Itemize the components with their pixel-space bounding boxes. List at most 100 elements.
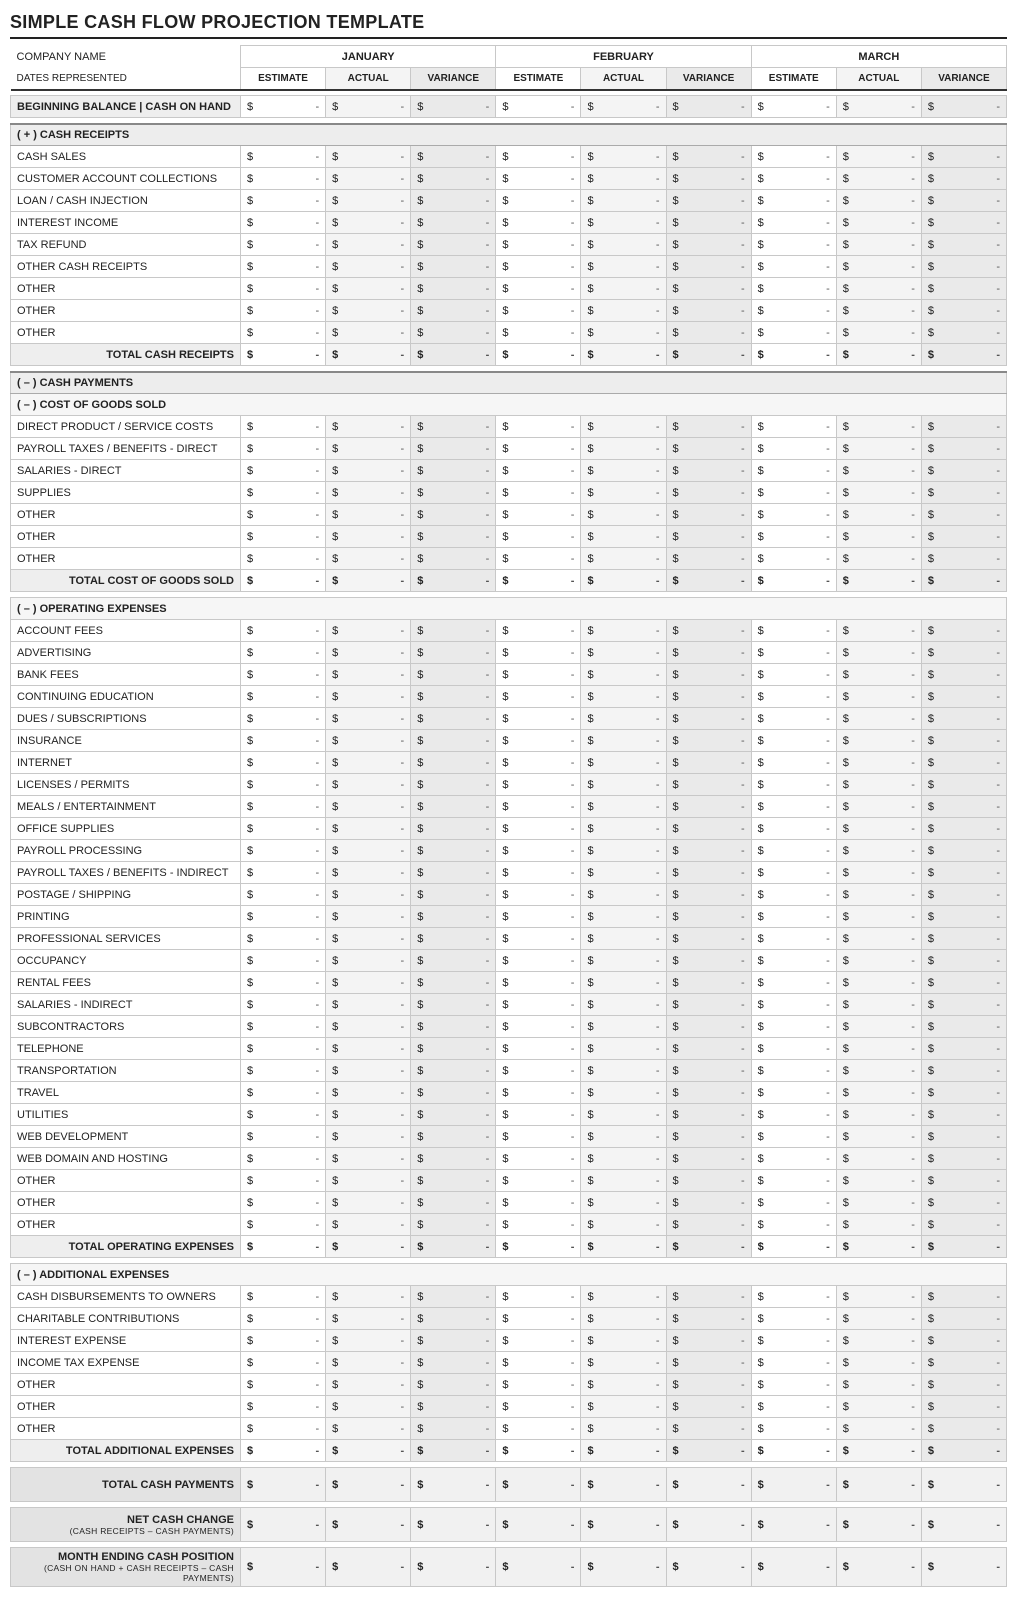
- cell[interactable]: $-: [241, 212, 326, 234]
- cell[interactable]: $-: [326, 1468, 411, 1502]
- cell[interactable]: $-: [666, 438, 751, 460]
- cell[interactable]: $-: [581, 96, 666, 118]
- cell[interactable]: $-: [581, 1440, 666, 1462]
- cell[interactable]: $-: [836, 460, 921, 482]
- cell[interactable]: $-: [411, 1082, 496, 1104]
- cell[interactable]: $-: [921, 796, 1006, 818]
- cell[interactable]: $-: [411, 928, 496, 950]
- cell[interactable]: $-: [496, 1548, 581, 1587]
- cell[interactable]: $-: [241, 504, 326, 526]
- cell[interactable]: $-: [496, 234, 581, 256]
- cell[interactable]: $-: [241, 1508, 326, 1542]
- cell[interactable]: $-: [496, 840, 581, 862]
- cell[interactable]: $-: [241, 840, 326, 862]
- cell[interactable]: $-: [241, 906, 326, 928]
- cell[interactable]: $-: [666, 1396, 751, 1418]
- cell[interactable]: $-: [326, 548, 411, 570]
- cell[interactable]: $-: [496, 928, 581, 950]
- cell[interactable]: $-: [496, 686, 581, 708]
- cell[interactable]: $-: [326, 686, 411, 708]
- cell[interactable]: $-: [836, 906, 921, 928]
- cell[interactable]: $-: [666, 504, 751, 526]
- cell[interactable]: $-: [241, 1418, 326, 1440]
- cell[interactable]: $-: [241, 1286, 326, 1308]
- cell[interactable]: $-: [751, 730, 836, 752]
- cell[interactable]: $-: [496, 526, 581, 548]
- cell[interactable]: $-: [751, 1060, 836, 1082]
- cell[interactable]: $-: [241, 344, 326, 366]
- cell[interactable]: $-: [326, 190, 411, 212]
- cell[interactable]: $-: [241, 300, 326, 322]
- cell[interactable]: $-: [921, 862, 1006, 884]
- cell[interactable]: $-: [411, 752, 496, 774]
- cell[interactable]: $-: [921, 278, 1006, 300]
- cell[interactable]: $-: [241, 146, 326, 168]
- cell[interactable]: $-: [326, 146, 411, 168]
- cell[interactable]: $-: [241, 548, 326, 570]
- cell[interactable]: $-: [836, 548, 921, 570]
- cell[interactable]: $-: [666, 1060, 751, 1082]
- cell[interactable]: $-: [326, 774, 411, 796]
- cell[interactable]: $-: [581, 1374, 666, 1396]
- cell[interactable]: $-: [496, 212, 581, 234]
- cell[interactable]: $-: [921, 212, 1006, 234]
- cell[interactable]: $-: [921, 1468, 1006, 1502]
- cell[interactable]: $-: [326, 1374, 411, 1396]
- cell[interactable]: $-: [241, 774, 326, 796]
- cell[interactable]: $-: [241, 1126, 326, 1148]
- cell[interactable]: $-: [921, 416, 1006, 438]
- cell[interactable]: $-: [921, 322, 1006, 344]
- cell[interactable]: $-: [411, 526, 496, 548]
- cell[interactable]: $-: [411, 322, 496, 344]
- cell[interactable]: $-: [666, 1170, 751, 1192]
- cell[interactable]: $-: [921, 1016, 1006, 1038]
- cell[interactable]: $-: [241, 1396, 326, 1418]
- cell[interactable]: $-: [496, 322, 581, 344]
- cell[interactable]: $-: [411, 416, 496, 438]
- cell[interactable]: $-: [241, 862, 326, 884]
- cell[interactable]: $-: [581, 190, 666, 212]
- cell[interactable]: $-: [751, 212, 836, 234]
- cell[interactable]: $-: [751, 168, 836, 190]
- cell[interactable]: $-: [921, 774, 1006, 796]
- cell[interactable]: $-: [241, 1548, 326, 1587]
- cell[interactable]: $-: [496, 96, 581, 118]
- cell[interactable]: $-: [581, 620, 666, 642]
- cell[interactable]: $-: [666, 1236, 751, 1258]
- cell[interactable]: $-: [496, 642, 581, 664]
- cell[interactable]: $-: [751, 482, 836, 504]
- cell[interactable]: $-: [751, 906, 836, 928]
- cell[interactable]: $-: [921, 1170, 1006, 1192]
- cell[interactable]: $-: [666, 994, 751, 1016]
- cell[interactable]: $-: [836, 1352, 921, 1374]
- cell[interactable]: $-: [921, 1352, 1006, 1374]
- cell[interactable]: $-: [411, 994, 496, 1016]
- cell[interactable]: $-: [836, 212, 921, 234]
- cell[interactable]: $-: [751, 928, 836, 950]
- cell[interactable]: $-: [581, 256, 666, 278]
- cell[interactable]: $-: [411, 1016, 496, 1038]
- cell[interactable]: $-: [836, 344, 921, 366]
- cell[interactable]: $-: [326, 212, 411, 234]
- cell[interactable]: $-: [496, 1418, 581, 1440]
- cell[interactable]: $-: [751, 322, 836, 344]
- cell[interactable]: $-: [666, 972, 751, 994]
- cell[interactable]: $-: [241, 96, 326, 118]
- cell[interactable]: $-: [666, 818, 751, 840]
- cell[interactable]: $-: [411, 1104, 496, 1126]
- cell[interactable]: $-: [921, 620, 1006, 642]
- cell[interactable]: $-: [581, 438, 666, 460]
- cell[interactable]: $-: [581, 994, 666, 1016]
- cell[interactable]: $-: [496, 570, 581, 592]
- cell[interactable]: $-: [836, 752, 921, 774]
- cell[interactable]: $-: [581, 504, 666, 526]
- cell[interactable]: $-: [836, 708, 921, 730]
- cell[interactable]: $-: [496, 1308, 581, 1330]
- cell[interactable]: $-: [326, 1148, 411, 1170]
- cell[interactable]: $-: [496, 278, 581, 300]
- cell[interactable]: $-: [581, 972, 666, 994]
- cell[interactable]: $-: [836, 570, 921, 592]
- cell[interactable]: $-: [326, 1060, 411, 1082]
- cell[interactable]: $-: [581, 1236, 666, 1258]
- cell[interactable]: $-: [496, 1016, 581, 1038]
